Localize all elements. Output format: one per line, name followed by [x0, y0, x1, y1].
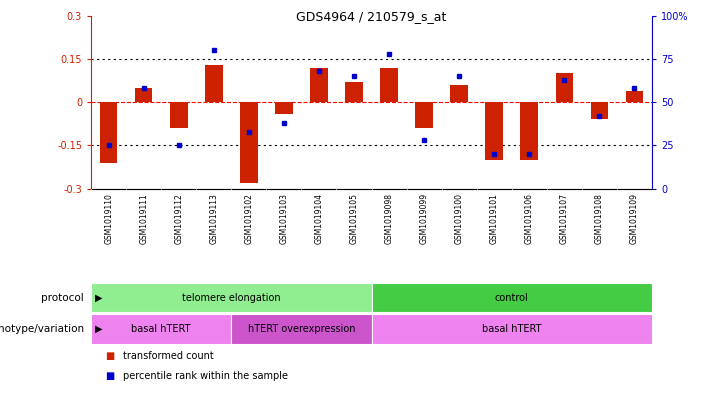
- Text: control: control: [495, 293, 529, 303]
- Text: GSM1019101: GSM1019101: [490, 193, 498, 244]
- Bar: [381, 68, 398, 102]
- Text: basal hTERT: basal hTERT: [482, 324, 541, 334]
- Text: GSM1019107: GSM1019107: [560, 193, 569, 244]
- Bar: [135, 88, 153, 102]
- Text: GSM1019099: GSM1019099: [420, 193, 428, 244]
- Text: GSM1019109: GSM1019109: [630, 193, 639, 244]
- Text: basal hTERT: basal hTERT: [132, 324, 191, 334]
- Bar: [100, 102, 118, 163]
- Text: GSM1019103: GSM1019103: [280, 193, 288, 244]
- Bar: [486, 102, 503, 160]
- Bar: [346, 82, 363, 102]
- Bar: [231, 314, 372, 344]
- Bar: [205, 65, 223, 102]
- Text: GDS4964 / 210579_s_at: GDS4964 / 210579_s_at: [297, 10, 447, 23]
- Bar: [416, 102, 433, 128]
- Text: ▶: ▶: [95, 324, 102, 334]
- Text: percentile rank within the sample: percentile rank within the sample: [123, 371, 287, 381]
- Text: genotype/variation: genotype/variation: [0, 324, 84, 334]
- Text: GSM1019098: GSM1019098: [385, 193, 393, 244]
- Bar: [556, 73, 573, 102]
- Bar: [372, 314, 652, 344]
- Text: GSM1019104: GSM1019104: [315, 193, 323, 244]
- Text: transformed count: transformed count: [123, 351, 213, 361]
- Text: GSM1019110: GSM1019110: [104, 193, 113, 244]
- Bar: [91, 314, 231, 344]
- Text: GSM1019100: GSM1019100: [455, 193, 463, 244]
- Bar: [91, 283, 372, 312]
- Text: GSM1019106: GSM1019106: [525, 193, 533, 244]
- Bar: [451, 85, 468, 102]
- Bar: [591, 102, 608, 119]
- Text: protocol: protocol: [41, 293, 84, 303]
- Bar: [372, 283, 652, 312]
- Text: ■: ■: [105, 371, 114, 381]
- Text: GSM1019105: GSM1019105: [350, 193, 358, 244]
- Text: telomere elongation: telomere elongation: [182, 293, 280, 303]
- Text: GSM1019111: GSM1019111: [139, 193, 148, 244]
- Text: ■: ■: [105, 351, 114, 361]
- Text: GSM1019112: GSM1019112: [175, 193, 183, 244]
- Bar: [521, 102, 538, 160]
- Text: GSM1019108: GSM1019108: [595, 193, 604, 244]
- Text: GSM1019102: GSM1019102: [245, 193, 253, 244]
- Text: GSM1019113: GSM1019113: [210, 193, 218, 244]
- Bar: [240, 102, 258, 183]
- Bar: [626, 91, 644, 102]
- Bar: [170, 102, 188, 128]
- Text: hTERT overexpression: hTERT overexpression: [247, 324, 355, 334]
- Bar: [275, 102, 293, 114]
- Bar: [311, 68, 328, 102]
- Text: ▶: ▶: [95, 293, 102, 303]
